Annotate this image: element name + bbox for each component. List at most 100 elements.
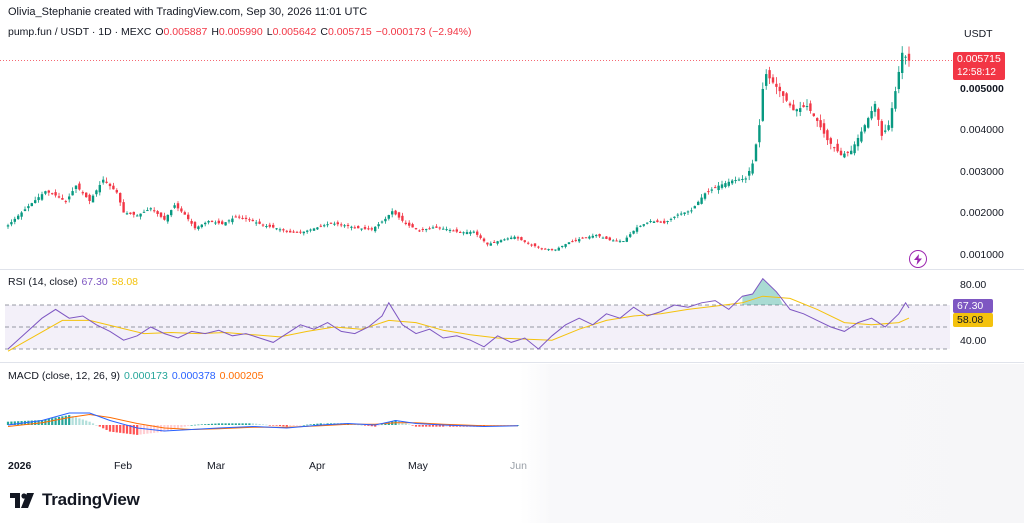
time-axis[interactable]: 2026 Feb Mar Apr May Jun — [0, 458, 955, 474]
last-price-value: 0.005715 — [957, 53, 1001, 65]
rsi-line — [7, 277, 910, 350]
candle — [149, 207, 152, 212]
candle — [632, 230, 635, 235]
candle — [241, 215, 244, 220]
candle — [187, 212, 190, 222]
candle — [17, 214, 20, 220]
candle — [238, 214, 241, 220]
macd-histogram-bar — [258, 424, 261, 425]
candle — [421, 227, 424, 232]
rsi-chart[interactable] — [0, 272, 955, 360]
macd-line — [7, 412, 519, 432]
pane-separator[interactable] — [0, 362, 1024, 363]
macd-histogram-bar — [187, 425, 190, 426]
candle — [329, 222, 333, 224]
macd-histogram-bar — [244, 423, 248, 425]
time-axis-apr: Apr — [309, 460, 326, 472]
candle — [863, 123, 866, 134]
candle — [289, 228, 292, 233]
macd-histogram-bar — [71, 416, 74, 425]
candle — [785, 92, 788, 102]
candle — [265, 223, 268, 229]
candle — [775, 77, 778, 95]
candle — [809, 100, 812, 114]
candle — [278, 227, 282, 233]
candle — [68, 193, 71, 203]
macd-histogram-bar — [377, 425, 380, 426]
macd-histogram-bar — [132, 425, 135, 435]
candle — [336, 220, 339, 227]
macd-histogram-bar — [408, 424, 411, 426]
macd-histogram-bar — [34, 420, 37, 425]
tradingview-logo[interactable]: TradingView — [10, 490, 140, 510]
candle — [282, 228, 285, 233]
candle — [700, 194, 703, 205]
macd-histogram-bar — [200, 424, 203, 425]
candle — [510, 235, 513, 240]
candle — [112, 182, 115, 190]
candle — [751, 159, 754, 176]
macd-histogram-bar — [6, 421, 10, 425]
candle — [462, 231, 465, 236]
candle — [221, 219, 224, 225]
candle — [870, 106, 873, 121]
candle — [102, 176, 105, 185]
candle — [642, 223, 645, 228]
candle — [629, 231, 632, 238]
candle — [20, 211, 23, 220]
candle — [530, 243, 533, 247]
candle — [353, 225, 356, 229]
candle — [856, 134, 860, 151]
candle — [30, 202, 33, 207]
candle — [897, 66, 900, 94]
macd-histogram-bar — [170, 425, 173, 430]
candle — [748, 167, 751, 181]
candle — [108, 182, 112, 190]
macd-histogram-bar — [51, 418, 54, 425]
candle — [520, 236, 523, 241]
candle — [105, 177, 108, 184]
rsi-legend[interactable]: RSI (14, close) 67.30 58.08 — [8, 276, 138, 288]
macd-histogram-bar — [370, 425, 373, 427]
macd-histogram-bar — [289, 425, 292, 427]
macd-histogram-bar — [265, 424, 268, 426]
macd-legend[interactable]: MACD (close, 12, 26, 9) 0.000173 0.00037… — [8, 370, 263, 382]
candle — [836, 139, 839, 153]
candle — [438, 226, 441, 231]
price-chart[interactable] — [0, 40, 955, 270]
candle — [251, 218, 254, 222]
macd-histogram-bar — [180, 425, 183, 428]
candle — [819, 114, 822, 131]
macd-label: MACD (close, 12, 26, 9) — [8, 370, 121, 382]
candle — [771, 74, 775, 85]
candle — [129, 212, 132, 215]
macd-histogram-bar — [224, 423, 227, 425]
time-axis-feb: Feb — [114, 460, 133, 472]
rsi-value: 67.30 — [81, 276, 108, 288]
candle — [125, 211, 129, 216]
macd-histogram-bar — [159, 425, 163, 433]
candle — [85, 192, 88, 198]
candle — [646, 222, 649, 225]
change-value: −0.000173 (−2.94%) — [375, 26, 472, 38]
macd-histogram-bar — [227, 423, 231, 425]
pane-separator[interactable] — [0, 269, 1024, 270]
candle — [384, 216, 387, 224]
price-axis-label-3: 0.003000 — [960, 166, 1004, 178]
candle — [516, 235, 520, 241]
candle — [659, 220, 662, 223]
macd-histogram-bar — [153, 425, 156, 433]
candle — [850, 145, 853, 155]
candle — [153, 207, 156, 213]
candle — [78, 181, 81, 191]
candle — [591, 233, 594, 239]
macd-chart[interactable] — [0, 380, 955, 455]
macd-histogram-bar — [268, 425, 271, 426]
candle — [523, 239, 526, 244]
macd-histogram-bar — [367, 425, 370, 426]
lightning-icon[interactable] — [909, 250, 927, 268]
candle — [608, 236, 611, 241]
candle — [387, 214, 390, 221]
macd-histogram-bar — [299, 425, 302, 426]
